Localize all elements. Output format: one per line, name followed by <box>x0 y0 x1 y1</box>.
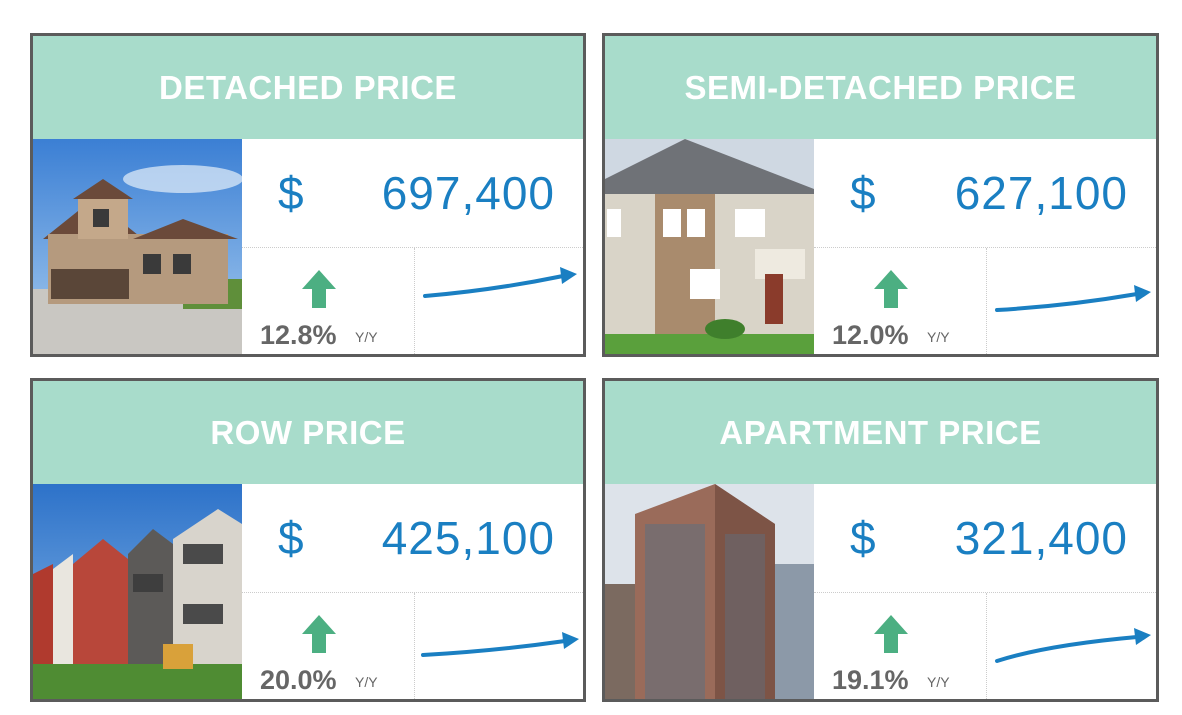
arrow-up-icon <box>874 270 908 308</box>
arrow-up-icon <box>874 615 908 653</box>
price-display: $ 425,100 <box>242 484 583 593</box>
card-title: DETACHED PRICE <box>159 68 457 106</box>
card-header: APARTMENT PRICE <box>605 381 1156 484</box>
apartment-price-card: APARTMENT PRICE $ 321,400 19.1% Y/Y <box>602 378 1159 702</box>
change-unit: Y/Y <box>927 329 950 345</box>
change-percent: 19.1% <box>832 665 909 695</box>
price-display: $ 697,400 <box>242 139 583 248</box>
change-unit: Y/Y <box>355 674 378 690</box>
trend-arrow-icon <box>415 593 583 699</box>
currency-symbol: $ <box>278 512 304 564</box>
price-display: $ 321,400 <box>814 484 1156 593</box>
change-percent: 20.0% <box>260 665 337 695</box>
currency-symbol: $ <box>850 167 876 219</box>
detached-house-photo <box>33 139 242 354</box>
price-display: $ 627,100 <box>814 139 1156 248</box>
price-value: 321,400 <box>954 512 1128 564</box>
change-percent: 12.0% <box>832 320 909 350</box>
trend-arrow-icon <box>987 593 1156 699</box>
card-header: DETACHED PRICE <box>33 36 583 139</box>
card-title: APARTMENT PRICE <box>719 413 1042 451</box>
change-unit: Y/Y <box>355 329 378 345</box>
change-percent: 12.8% <box>260 320 337 350</box>
yoy-change: 19.1% Y/Y <box>814 593 987 699</box>
row-house-photo <box>33 484 242 699</box>
currency-symbol: $ <box>850 512 876 564</box>
price-value: 627,100 <box>954 167 1128 219</box>
price-value: 697,400 <box>381 167 555 219</box>
semi-detached-price-card: SEMI-DETACHED PRICE $ 627,100 12.0% Y/Y <box>602 33 1159 357</box>
card-title: SEMI-DETACHED PRICE <box>684 68 1077 106</box>
trend-arrow-icon <box>415 248 583 354</box>
currency-symbol: $ <box>278 167 304 219</box>
price-value: 425,100 <box>381 512 555 564</box>
yoy-change: 12.0% Y/Y <box>814 248 987 354</box>
detached-price-card: DETACHED PRICE $ 697,400 12.8% Y/Y <box>30 33 586 357</box>
trend-arrow-icon <box>987 248 1156 354</box>
card-header: SEMI-DETACHED PRICE <box>605 36 1156 139</box>
semi-detached-house-photo <box>605 139 814 354</box>
apartment-building-photo <box>605 484 814 699</box>
row-price-card: ROW PRICE $ 425,100 20.0% Y/Y <box>30 378 586 702</box>
arrow-up-icon <box>302 270 336 308</box>
card-title: ROW PRICE <box>210 413 406 451</box>
change-unit: Y/Y <box>927 674 950 690</box>
yoy-change: 12.8% Y/Y <box>242 248 415 354</box>
arrow-up-icon <box>302 615 336 653</box>
yoy-change: 20.0% Y/Y <box>242 593 415 699</box>
card-header: ROW PRICE <box>33 381 583 484</box>
